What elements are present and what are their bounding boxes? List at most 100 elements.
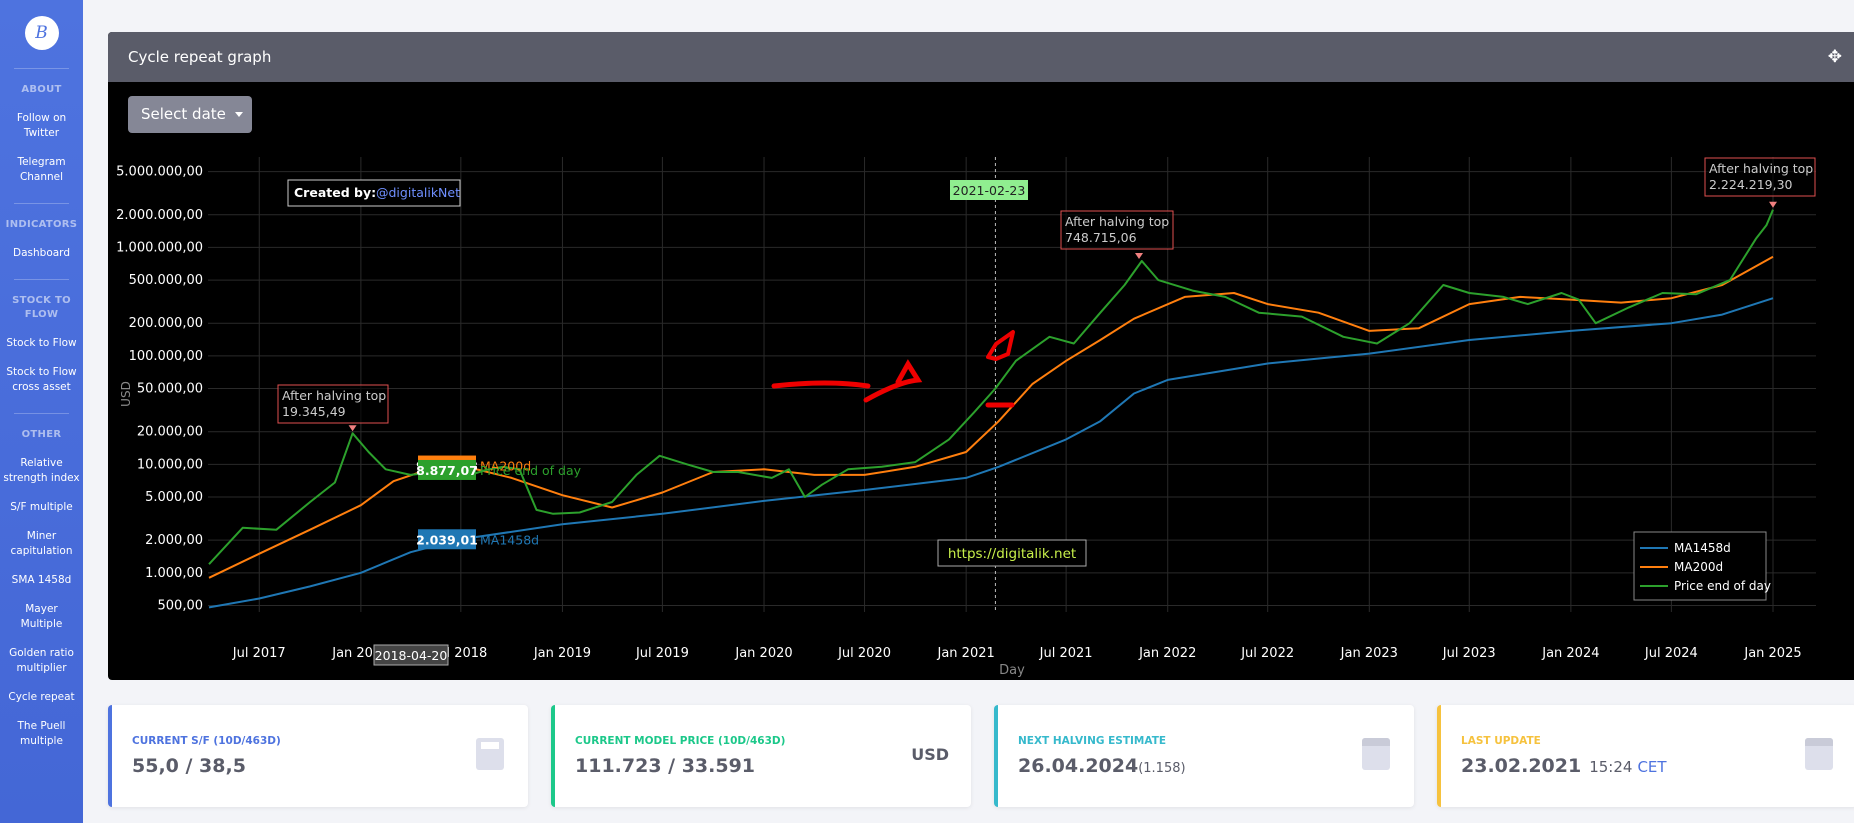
hover-x-label: 2018-04-20 <box>375 648 448 663</box>
sidebar-item[interactable]: Miner capitulation <box>10 530 73 557</box>
y-tick-label: 1.000.000,00 <box>116 240 203 255</box>
sidebar-item[interactable]: Golden ratio multiplier <box>9 647 74 674</box>
sidebar-item[interactable]: Follow on Twitter <box>16 112 67 139</box>
y-tick-label: 100.000,00 <box>129 349 203 364</box>
x-tick-label: Jan 2024 <box>1541 646 1599 661</box>
hover-tooltip: 2.039,01 MA1458d <box>416 529 539 550</box>
sidebar-item[interactable]: Telegram Channel <box>17 156 66 183</box>
chart-legend: MA1458d MA200d Price end of day <box>1633 531 1771 601</box>
x-tick-label: Jul 2022 <box>1240 646 1294 661</box>
tooltip-series-name: Price end of day <box>480 463 582 478</box>
tooltip-series-name: MA1458d <box>480 532 539 547</box>
series-line-2 <box>208 209 1774 565</box>
x-axis-title: Day <box>999 663 1025 678</box>
x-tick-label: Jul 2017 <box>232 646 286 661</box>
sidebar-item[interactable]: Stock to Flow <box>6 337 77 349</box>
annotation-box <box>1060 210 1174 250</box>
created-by-label: Created by: <box>294 185 376 200</box>
created-by-box: Created by: @digitalikNet <box>287 179 461 207</box>
stat-card: CURRENT MODEL PRICE (10D/463D) 111.723 / … <box>551 705 971 807</box>
sidebar-item[interactable]: Mayer Multiple <box>20 603 63 630</box>
stat-value-text: 111.723 / 33.591 <box>575 755 756 777</box>
stat-value-text: 55,0 / 38,5 <box>132 755 246 777</box>
brand-logo[interactable]: B <box>24 16 59 50</box>
stat-label: CURRENT S/F (10D/463D) <box>132 735 281 747</box>
y-tick-label: 200.000,00 <box>129 316 203 331</box>
stat-unit: USD <box>911 745 949 764</box>
annotation-label: After halving top <box>282 388 386 403</box>
tooltip-value: 2.039,01 <box>416 532 478 547</box>
tooltip-value: 8.877,07 <box>416 463 478 478</box>
tooltip-value-box <box>418 529 476 550</box>
annotation-box <box>277 384 389 424</box>
stat-sub: (1.158) <box>1138 761 1186 776</box>
hover-tooltip: 8.877,07 Price end of day <box>416 459 582 480</box>
sidebar-item[interactable]: S/F multiple <box>10 501 73 513</box>
legend-entry: MA1458d <box>1674 541 1731 555</box>
annotation-value: 19.345,49 <box>282 404 346 419</box>
y-tick-label: 500.000,00 <box>129 273 203 288</box>
sidebar-item[interactable]: SMA 1458d <box>11 574 72 586</box>
y-tick-label: 5.000,00 <box>145 490 203 505</box>
annotation-label: After halving top <box>1065 214 1169 229</box>
stat-time: 15:24 <box>1589 758 1633 776</box>
x-tick-label: Jan 2019 <box>533 646 591 661</box>
calendar-icon <box>1362 738 1390 770</box>
x-tick-label: Jan 2022 <box>1138 646 1196 661</box>
y-tick-label: 500,00 <box>158 598 204 613</box>
select-date-button[interactable]: Select date <box>128 96 252 133</box>
x-tick-label: Jul 2019 <box>635 646 689 661</box>
x-tick-label: Jan 2021 <box>937 646 995 661</box>
stat-value-text: 23.02.2021 <box>1461 755 1582 777</box>
stat-value: 26.04.2024(1.158) <box>1018 755 1186 777</box>
annotation-arrow <box>348 425 357 432</box>
stat-value-text: 26.04.2024 <box>1018 755 1139 777</box>
stat-label: CURRENT MODEL PRICE (10D/463D) <box>575 735 786 747</box>
watermark-box <box>937 539 1087 567</box>
created-by-frame <box>287 179 461 207</box>
sidebar-item[interactable]: The Puell multiple <box>17 720 66 747</box>
annotation-value: 2.224.219,30 <box>1709 177 1793 192</box>
sidebar-heading: OTHER <box>21 429 62 440</box>
sidebar-heading: ABOUT <box>21 84 62 95</box>
x-tick-label: Jul 2020 <box>837 646 891 661</box>
y-tick-label: 2.000.000,00 <box>116 208 203 223</box>
legend-entry: Price end of day <box>1674 579 1771 593</box>
x-tick-label: Jan 2023 <box>1340 646 1398 661</box>
sidebar-item[interactable]: Relative strength index <box>3 457 80 484</box>
cycle-repeat-chart[interactable]: 5.000.000,00 2.000.000,00 1.000.000,00 500.… <box>108 32 1854 680</box>
annotation-value: 748.715,06 <box>1065 230 1137 245</box>
x-tick-label: Jan 2020 <box>734 646 792 661</box>
move-icon[interactable]: ✥ <box>1827 47 1842 67</box>
sidebar-item[interactable]: Stock to Flow cross asset <box>6 366 77 393</box>
created-by-handle: @digitalikNet <box>376 185 460 200</box>
card-title: Cycle repeat graph <box>108 32 1854 82</box>
x-tick-label: Jul 2021 <box>1039 646 1093 661</box>
annotation-box <box>1704 157 1816 197</box>
y-tick-label: 10.000,00 <box>137 457 203 472</box>
y-tick-label: 2.000,00 <box>145 533 203 548</box>
hover-x-badge <box>373 644 449 666</box>
caret-down-icon <box>234 112 243 117</box>
annotation-arrow <box>1135 253 1144 260</box>
y-tick-label: 50.000,00 <box>137 382 203 397</box>
sidebar-divider <box>14 413 69 414</box>
annotation-arrow <box>1769 201 1777 208</box>
x-tick-label: Jan 2025 <box>1743 646 1801 661</box>
stat-card: LAST UPDATE 23.02.2021 15:24 CET <box>1437 705 1854 807</box>
sidebar-item[interactable]: Dashboard <box>13 247 70 259</box>
watermark-link: https://digitalik.net <box>948 546 1076 562</box>
sidebar-divider <box>14 279 69 280</box>
x-tick-label: Jul 2024 <box>1644 646 1698 661</box>
sidebar-item[interactable]: Cycle repeat <box>8 691 75 703</box>
red-annotation-arrow <box>771 359 923 403</box>
y-axis-title: USD <box>119 381 133 407</box>
red-annotation-mark <box>986 330 1015 361</box>
sidebar-heading: INDICATORS <box>5 219 78 230</box>
stat-value: 55,0 / 38,5 <box>132 755 246 777</box>
stat-label: LAST UPDATE <box>1461 735 1541 747</box>
annotation-label: After halving top <box>1709 161 1813 176</box>
y-tick-label: 5.000.000,00 <box>116 165 203 180</box>
